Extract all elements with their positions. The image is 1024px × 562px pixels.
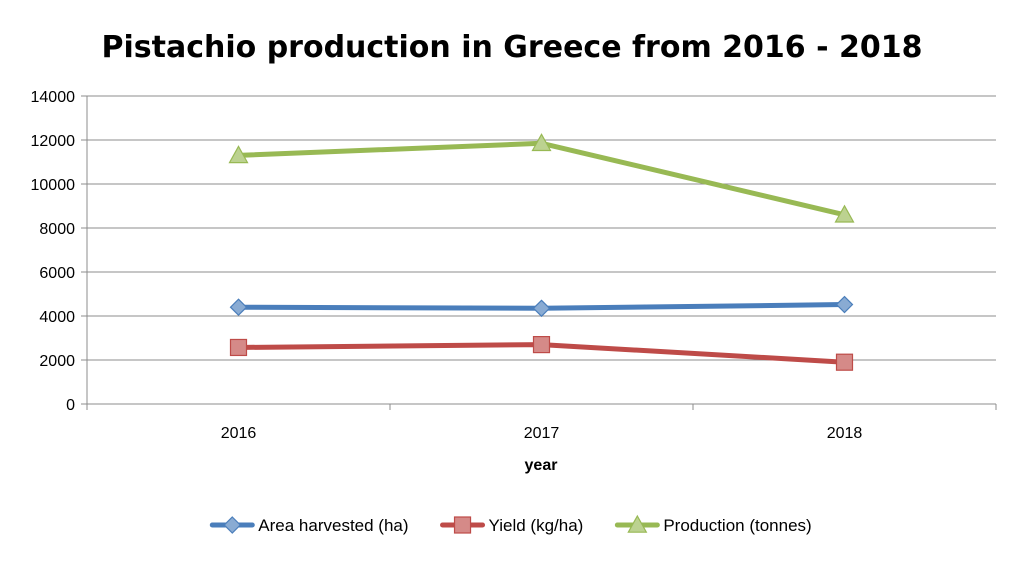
y-tick-label-4: 8000: [39, 221, 75, 238]
y-tick-label-5: 10000: [31, 177, 76, 194]
y-tick-label-2: 4000: [39, 309, 75, 326]
x-tick-label-2: 2018: [827, 425, 863, 442]
data-point-0-2: [835, 295, 854, 314]
data-point-2-2: [834, 204, 855, 223]
series-line-2: [236, 140, 847, 218]
axes: 0 2000 4000 6000 8000 10000 12000 14000 2016 2017…: [31, 89, 997, 442]
data-point-1-1: [532, 336, 551, 354]
legend-item-1: Yield (kg/ha): [440, 516, 584, 535]
x-tick-label-1: 2017: [524, 425, 560, 442]
legend-swatch-marker-2: [627, 514, 648, 533]
y-tick-label-0: 0: [66, 397, 75, 414]
legend-label-2: Production (tonnes): [663, 516, 811, 535]
x-axis-title: year: [525, 457, 558, 474]
y-tick-label-3: 6000: [39, 265, 75, 282]
legend-label-1: Yield (kg/ha): [489, 516, 584, 535]
chart-title: Pistachio production in Greece from 2016…: [102, 30, 923, 65]
legend-swatch-marker-0: [223, 516, 242, 534]
data-point-2-0: [228, 145, 249, 164]
y-tick-label-7: 14000: [31, 89, 76, 106]
legend-label-0: Area harvested (ha): [258, 516, 408, 535]
series-lines: [236, 140, 847, 365]
y-tick-label-1: 2000: [39, 353, 75, 370]
legend-item-0: Area harvested (ha): [209, 516, 409, 535]
data-point-2-1: [531, 133, 552, 152]
data-point-1-2: [835, 353, 854, 371]
data-point-0-1: [532, 299, 551, 318]
data-point-1-0: [229, 338, 248, 357]
legend-item-2: Production (tonnes): [614, 514, 812, 535]
y-tick-label-6: 12000: [31, 133, 76, 150]
legend: Area harvested (ha) Yield (kg/ha) Producti…: [209, 514, 812, 535]
series-markers: [228, 133, 855, 371]
x-tick-label-0: 2016: [221, 425, 257, 442]
data-point-0-0: [229, 298, 248, 317]
legend-swatch-marker-1: [453, 516, 472, 534]
